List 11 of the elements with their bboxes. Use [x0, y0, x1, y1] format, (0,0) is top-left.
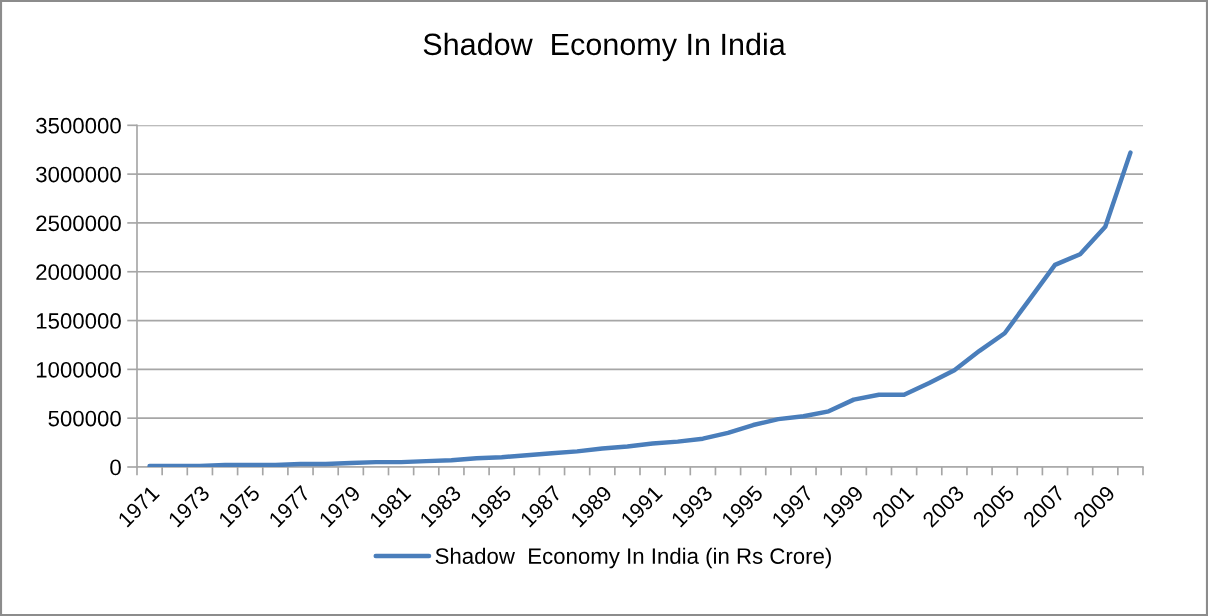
y-tick-label: 500000 [48, 410, 121, 427]
y-tick-label: 2500000 [36, 215, 121, 232]
y-tick-label: 2000000 [36, 264, 121, 281]
y-tick-label: 1500000 [36, 313, 121, 329]
line-series [147, 150, 1133, 467]
y-tick-label: 3500000 [36, 117, 121, 134]
y-tick-label: 0 [110, 459, 121, 476]
chart-title: Shadow Economy In India [423, 32, 786, 62]
legend-label: Shadow Economy In India (in Rs Crore) [435, 547, 831, 569]
y-tick-label: 1000000 [36, 361, 121, 378]
y-tick-label: 3000000 [36, 166, 121, 183]
